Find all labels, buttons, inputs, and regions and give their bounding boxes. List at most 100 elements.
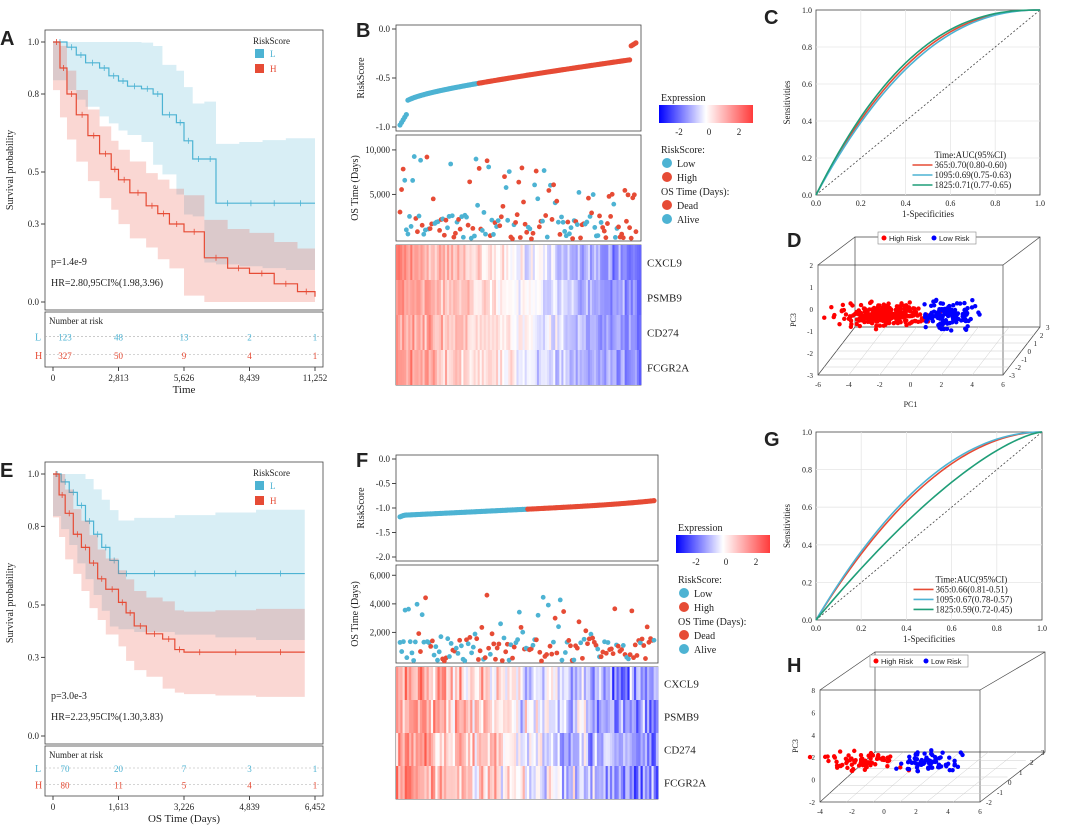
- heatmap-cell: [527, 667, 530, 700]
- heatmap-cell: [448, 766, 451, 799]
- heatmap-cell: [398, 766, 401, 799]
- heatmap-cell: [463, 350, 466, 385]
- heatmap-cell: [626, 350, 630, 385]
- heatmap-cell: [398, 667, 401, 700]
- heatmap-cell: [636, 350, 640, 385]
- heatmap-cell: [508, 245, 511, 280]
- heatmap-cell: [511, 733, 515, 766]
- heatmap-cell: [516, 245, 519, 280]
- time-point: [427, 226, 433, 232]
- pca-point-low: [923, 324, 928, 330]
- pca-point-low: [922, 751, 927, 756]
- heatmap-cell: [563, 245, 566, 280]
- legend-label: 365:0.66(0.81-0.51): [936, 584, 1008, 594]
- heatmap-cell: [536, 350, 540, 385]
- x-tick-label: 0: [909, 381, 913, 389]
- heatmap-cell: [457, 700, 460, 733]
- time-point: [555, 219, 561, 225]
- heatmap-cell: [522, 350, 526, 385]
- heatmap-cell: [651, 733, 655, 766]
- heatmap-cell: [448, 733, 451, 766]
- heatmap-cell: [470, 667, 473, 700]
- heatmap-cell: [408, 280, 411, 315]
- time-point: [620, 235, 626, 241]
- x-axis-label: OS Time (Days): [148, 813, 220, 825]
- heatmap-cell: [620, 350, 624, 385]
- heatmap-cell: [568, 700, 572, 733]
- heatmap-cell: [522, 700, 526, 733]
- heatmap-cell: [489, 245, 493, 280]
- heatmap-cell: [553, 280, 556, 315]
- legend-title: RiskScore:: [661, 145, 705, 156]
- heatmap-cell: [575, 700, 578, 733]
- time-point: [536, 224, 542, 230]
- heatmap-cell: [551, 315, 554, 350]
- time-point: [433, 644, 439, 650]
- pca-point-high: [897, 315, 902, 320]
- heatmap-cell: [538, 350, 542, 385]
- legend-marker: [679, 588, 689, 598]
- z-tick-label: 1: [1034, 340, 1038, 348]
- time-point: [408, 224, 414, 229]
- pca-point-high: [832, 312, 837, 318]
- heatmap-cell: [406, 315, 409, 350]
- time-point: [458, 643, 464, 649]
- heatmap-cell: [500, 667, 504, 700]
- heatmap-cell: [634, 350, 638, 385]
- pca-point-low: [952, 762, 957, 767]
- heatmap-cell: [442, 245, 446, 280]
- heatmap-cell: [568, 667, 572, 700]
- heatmap-cell: [618, 700, 622, 733]
- heatmap-cell: [573, 350, 577, 385]
- heatmap-cell: [610, 245, 613, 280]
- time-point: [533, 637, 539, 643]
- heatmap-cell: [472, 766, 475, 799]
- risk-cell: 4: [247, 781, 252, 791]
- x-tick-label: 0.2: [856, 624, 866, 633]
- heatmap-cell: [581, 700, 585, 733]
- heatmap-cell: [518, 280, 521, 315]
- heatmap-cell: [557, 766, 561, 799]
- heatmap-cell: [461, 766, 465, 799]
- heatmap-cell: [551, 350, 554, 385]
- heatmap-cell: [624, 315, 628, 350]
- time-point: [570, 236, 576, 242]
- heatmap-cell: [598, 245, 601, 280]
- heatmap-cell: [566, 766, 569, 799]
- heatmap-cell: [575, 350, 579, 385]
- heatmap-cell: [559, 315, 562, 350]
- colorbar-tick-label: 0: [707, 127, 712, 137]
- pca-point-high: [904, 303, 909, 309]
- time-point: [435, 657, 440, 663]
- heatmap-cell: [411, 733, 414, 766]
- z-tick-label: 2: [1040, 332, 1044, 340]
- heatmap-cell: [457, 280, 460, 315]
- heatmap-cell: [455, 280, 458, 315]
- legend-label: High Risk: [889, 234, 921, 243]
- legend-box: [877, 231, 977, 245]
- pca-point-high: [915, 313, 920, 318]
- heatmap-cell: [469, 315, 472, 350]
- pca-point-low: [928, 761, 934, 766]
- heatmap-cell: [487, 700, 491, 733]
- pca-point-high: [903, 319, 908, 325]
- z-tick-label: 3: [1046, 324, 1050, 332]
- roc-panel-C: C0.0 0.2 0.4 0.6 0.8 1.00.00.20.40.60.81.01-S…: [764, 6, 1045, 219]
- heatmap-cell: [561, 280, 564, 315]
- heatmap-cell: [616, 733, 620, 766]
- time-point: [443, 217, 449, 223]
- pca-point-low: [972, 303, 978, 309]
- time-point: [578, 640, 584, 646]
- heatmap-cell: [438, 315, 442, 350]
- pca-point-high: [862, 306, 868, 311]
- time-point: [584, 219, 590, 225]
- panel-label: B: [356, 20, 370, 42]
- time-point: [476, 657, 481, 662]
- time-point: [522, 221, 528, 227]
- pca-point-low: [915, 768, 921, 774]
- heatmap-cell: [607, 700, 611, 733]
- heatmap-cell: [592, 700, 596, 733]
- heatmap-cell: [577, 766, 580, 799]
- heatmap-cell: [498, 700, 502, 733]
